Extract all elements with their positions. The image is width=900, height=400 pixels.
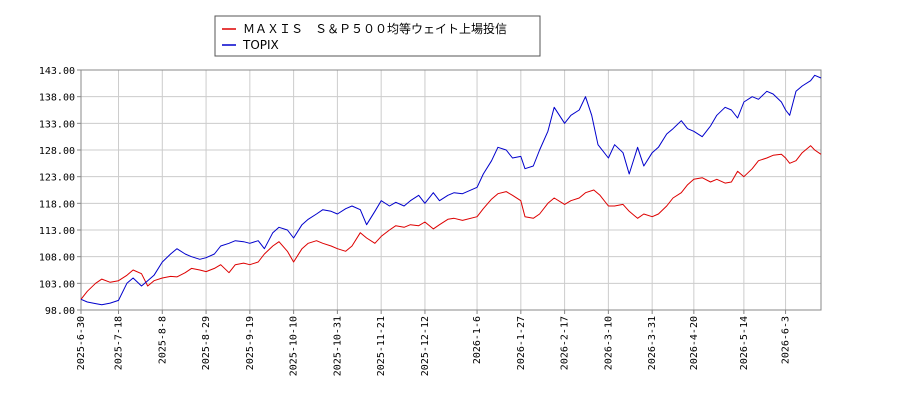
legend: ＭＡＸＩＳ Ｓ＆Ｐ５００均等ウェイト上場投信 TOPIX bbox=[214, 15, 541, 57]
x-tick-label: 2026-4-20 bbox=[689, 316, 700, 370]
y-tick-label: 103.00 bbox=[39, 279, 75, 290]
y-tick-label: 128.00 bbox=[39, 146, 75, 157]
y-tick-label: 123.00 bbox=[39, 173, 75, 184]
x-tick-label: 2025-10-10 bbox=[289, 316, 300, 376]
x-tick-label: 2025-6-30 bbox=[76, 316, 87, 370]
series-layer bbox=[80, 74, 822, 306]
y-tick-label: 138.00 bbox=[39, 93, 75, 104]
series-line-maxis bbox=[80, 145, 822, 300]
y-tick-label: 113.00 bbox=[39, 226, 75, 237]
y-tick-label: 118.00 bbox=[39, 199, 75, 210]
x-tick-label: 2026-3-10 bbox=[603, 316, 614, 370]
x-tick-label: 2025-9-19 bbox=[245, 316, 256, 370]
y-tick-label: 133.00 bbox=[39, 119, 75, 130]
x-axis: 2025-6-30 2025-7-18 2025-8-8 2025-8-29 2025-… bbox=[76, 310, 792, 376]
x-tick-label: 2025-12-12 bbox=[420, 316, 431, 376]
x-tick-label: 2025-7-18 bbox=[114, 316, 125, 370]
x-tick-label: 2026-1-27 bbox=[516, 316, 527, 370]
grid-lines bbox=[80, 69, 821, 311]
y-tick-label: 98.00 bbox=[45, 306, 75, 317]
series-line-topix bbox=[80, 74, 822, 306]
legend-box bbox=[214, 15, 541, 57]
plot-area-border bbox=[80, 69, 822, 311]
x-tick-label: 2026-5-14 bbox=[739, 316, 750, 370]
x-tick-label: 2025-11-21 bbox=[376, 316, 387, 376]
legend-label-topix: TOPIX bbox=[242, 38, 279, 52]
x-tick-label: 2026-6-3 bbox=[781, 316, 792, 364]
x-tick-label: 2025-8-8 bbox=[157, 316, 168, 364]
x-tick-label: 2026-3-31 bbox=[647, 316, 658, 370]
x-tick-label: 2025-8-29 bbox=[201, 316, 212, 370]
y-axis: 98.00 103.00 108.00 113.00 118.00 123.00 128.0… bbox=[39, 66, 81, 317]
x-tick-label: 2026-1-6 bbox=[472, 316, 483, 364]
x-tick-label: 2026-2-17 bbox=[560, 316, 571, 370]
x-tick-label: 2025-10-31 bbox=[332, 316, 343, 376]
legend-label-maxis: ＭＡＸＩＳ Ｓ＆Ｐ５００均等ウェイト上場投信 bbox=[243, 21, 507, 36]
y-tick-label: 108.00 bbox=[39, 253, 75, 264]
y-tick-label: 143.00 bbox=[39, 66, 75, 77]
